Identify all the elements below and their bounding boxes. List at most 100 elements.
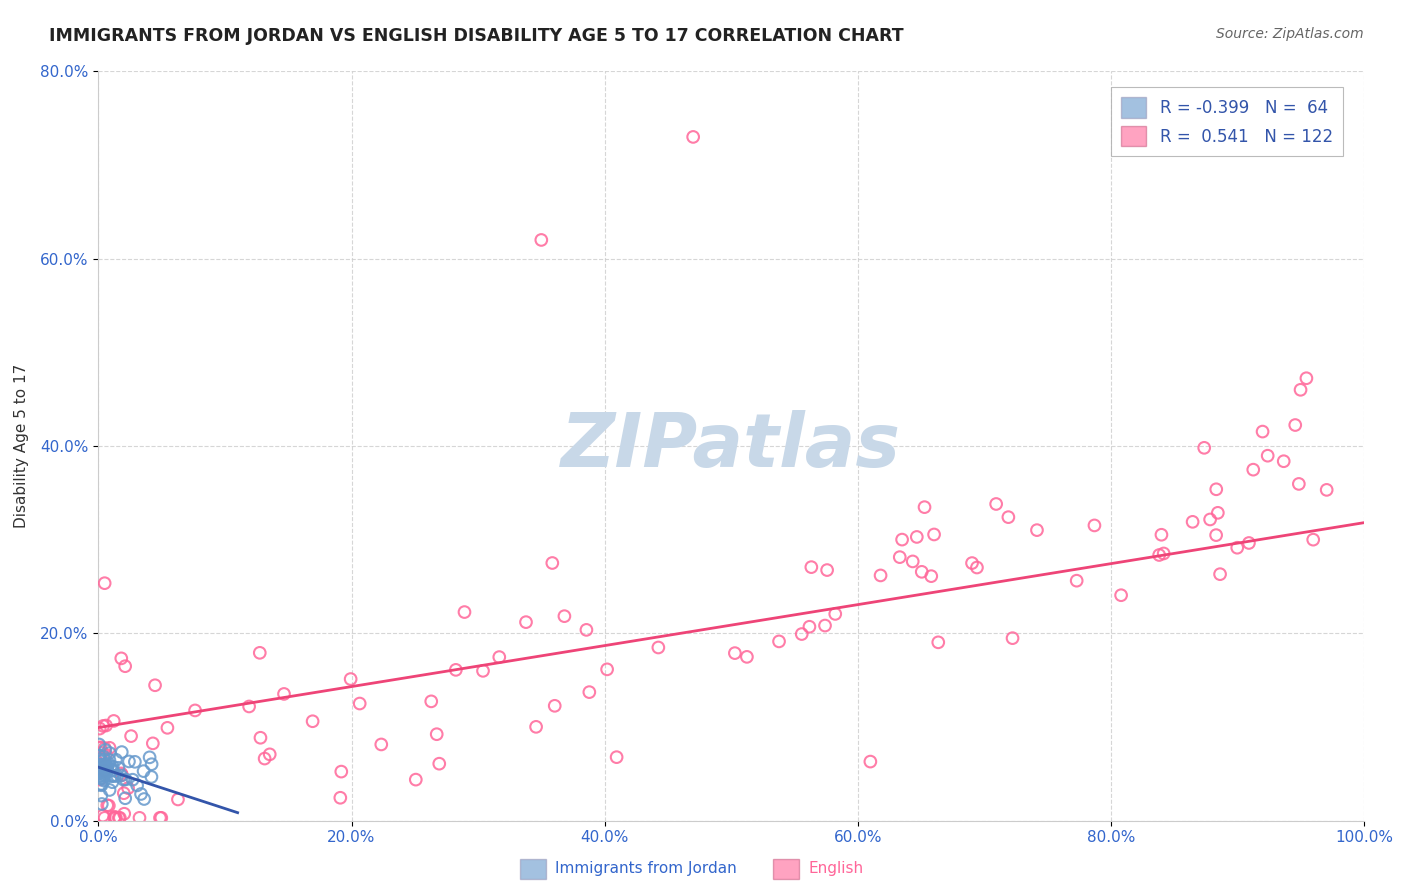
Point [426,727,449,741]
Point [94,743,117,757]
Point [107,761,129,775]
Point [1295,371,1317,385]
Point [114,772,136,787]
Point [1205,528,1227,542]
Point [578,685,600,699]
Point [110,768,132,782]
Point [544,698,567,713]
Point [156,721,179,735]
Point [920,569,942,583]
Point [735,649,758,664]
Point [184,703,207,717]
Point [141,770,163,784]
Point [103,811,125,825]
Point [110,651,132,665]
Point [329,790,352,805]
Point [87,738,110,752]
Point [339,672,361,686]
Point [138,750,160,764]
Point [914,500,936,515]
Point [901,554,924,568]
Point [90,759,112,773]
Point [427,756,450,771]
Point [724,646,747,660]
Y-axis label: Disability Age 5 to 17: Disability Age 5 to 17 [14,364,30,528]
Point [90,789,112,803]
Point [420,694,443,708]
Point [105,769,128,783]
Point [905,530,928,544]
Point [143,678,166,692]
Point [103,714,125,728]
Point [596,662,619,676]
Point [104,753,127,767]
Point [89,772,111,787]
Point [349,697,371,711]
Point [922,527,945,541]
Point [118,755,141,769]
Point [453,605,475,619]
Point [986,497,1008,511]
Point [98,746,121,760]
Point [1083,518,1105,533]
Point [94,718,117,732]
Point [114,659,136,673]
Point [101,775,124,789]
Point [1209,567,1232,582]
Point [1237,536,1260,550]
Point [911,565,934,579]
Point [1181,515,1204,529]
Point [815,563,838,577]
Point [111,745,134,759]
Point [93,752,115,766]
Point [93,576,115,591]
Point [89,769,111,783]
Point [966,560,988,574]
Point [330,764,353,779]
Point [93,768,115,782]
Point [150,811,173,825]
Point [91,746,114,760]
Point [89,749,111,764]
Point [96,759,118,773]
Point [553,609,575,624]
Point [96,798,118,813]
Point [110,766,132,780]
Point [960,556,983,570]
Point [101,763,124,777]
Text: IMMIGRANTS FROM JORDAN VS ENGLISH DISABILITY AGE 5 TO 17 CORRELATION CHART: IMMIGRANTS FROM JORDAN VS ENGLISH DISABI… [49,27,904,45]
Point [94,747,117,762]
Point [89,748,111,763]
Legend: R = -0.399   N =  64, R =  0.541   N = 122: R = -0.399 N = 64, R = 0.541 N = 122 [1111,87,1343,156]
Point [859,755,882,769]
Point [97,798,120,813]
Point [101,769,124,783]
Point [1153,546,1175,560]
Point [96,764,118,779]
Point [94,760,117,774]
Point [101,769,124,783]
Point [94,758,117,772]
Point [89,722,111,736]
Point [575,623,598,637]
Point [1316,483,1339,497]
Point [90,757,112,772]
Point [1199,512,1222,526]
Point [97,756,120,771]
Point [89,769,111,783]
Text: ZIPatlas: ZIPatlas [561,409,901,483]
Point [108,811,131,825]
Point [112,806,135,821]
Point [405,772,427,787]
Point [515,615,537,629]
Point [1001,631,1024,645]
Point [891,533,914,547]
Point [259,747,281,762]
Point [149,811,172,825]
Point [89,740,111,755]
Point [91,772,114,786]
Point [100,760,122,774]
Point [111,768,134,782]
Point [93,749,115,764]
Point [249,731,271,745]
